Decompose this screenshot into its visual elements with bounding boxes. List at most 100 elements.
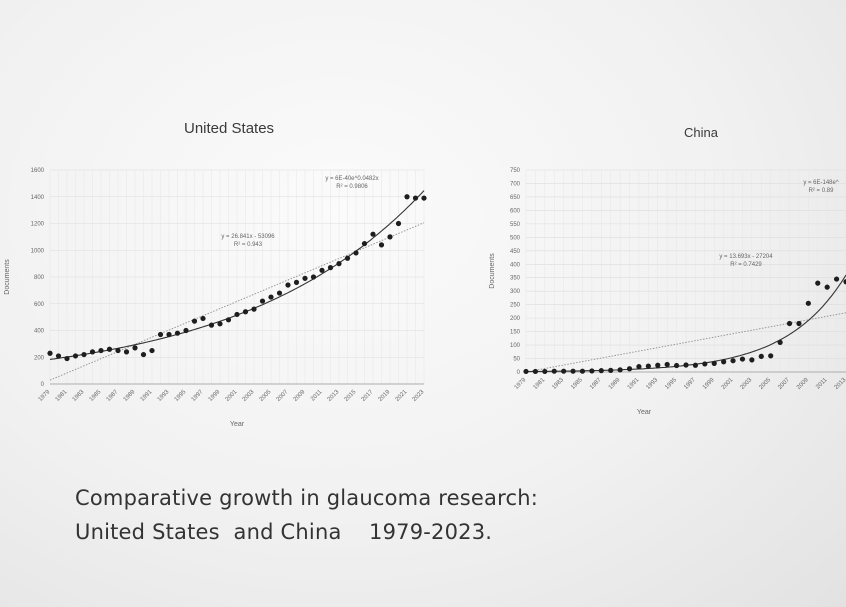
data-point	[730, 358, 736, 364]
y-tick-label: 400	[510, 262, 521, 268]
data-point	[319, 267, 325, 273]
y-tick-label: 600	[34, 302, 45, 308]
y-tick-label: 700	[510, 181, 521, 187]
data-point	[815, 280, 821, 286]
data-point	[636, 364, 642, 370]
data-point	[673, 362, 680, 369]
trendline-equation: y = 6E-148e^	[803, 180, 839, 186]
y-tick-label: 400	[34, 329, 45, 335]
y-tick-label: 1400	[31, 195, 45, 201]
x-tick-label: 2009	[796, 377, 810, 391]
y-tick-label: 150	[510, 330, 521, 336]
data-point	[327, 265, 334, 271]
trendline-equation: y = 6E-40e^0.0482x	[325, 176, 378, 182]
data-point	[200, 315, 206, 322]
data-point	[833, 276, 840, 282]
x-tick-label: 1981	[55, 389, 69, 403]
data-point	[739, 356, 746, 362]
data-point	[361, 240, 368, 247]
data-point	[336, 261, 342, 267]
y-tick-label: 350	[510, 276, 521, 282]
data-point	[421, 195, 427, 201]
x-tick-label: 1983	[72, 389, 86, 403]
data-point	[777, 339, 783, 345]
data-point	[768, 353, 774, 359]
x-tick-label: 2009	[293, 389, 307, 403]
x-tick-label: 1993	[645, 377, 659, 391]
data-point	[532, 368, 539, 375]
us-chart-title: United States	[184, 120, 275, 137]
data-point	[225, 317, 232, 323]
y-tick-label: 1000	[31, 248, 45, 254]
data-point	[132, 345, 138, 351]
data-point	[378, 242, 385, 248]
data-point	[55, 353, 62, 359]
data-point	[140, 351, 147, 358]
china-chart-title: China	[684, 125, 718, 140]
data-point	[589, 368, 595, 374]
x-tick-label: 1995	[174, 389, 188, 403]
y-axis-label: Documents	[4, 259, 11, 295]
x-tick-label: 1987	[589, 377, 603, 391]
x-tick-label: 2003	[242, 389, 256, 403]
y-tick-label: 450	[510, 249, 521, 255]
x-tick-label: 2017	[361, 389, 375, 403]
data-point	[805, 300, 811, 306]
x-tick-label: 1999	[208, 389, 222, 403]
data-point	[276, 290, 283, 296]
x-tick-label: 1997	[191, 389, 205, 403]
trendline-r2: R² = 0.7429	[730, 262, 762, 268]
x-tick-label: 2013	[327, 389, 341, 403]
y-tick-label: 200	[510, 316, 521, 322]
data-point	[749, 357, 755, 363]
y-tick-label: 200	[34, 355, 45, 361]
y-tick-label: 600	[510, 208, 521, 214]
x-tick-label: 1999	[702, 377, 716, 391]
data-point	[47, 350, 53, 356]
data-point	[843, 279, 846, 285]
data-point	[234, 311, 240, 318]
x-tick-label: 2011	[815, 377, 829, 391]
trendline-equation: y = 13.693x - 27204	[719, 254, 773, 260]
data-point	[758, 353, 764, 359]
data-point	[174, 330, 181, 336]
data-point	[598, 368, 604, 374]
data-point	[344, 255, 351, 261]
data-point	[664, 361, 670, 368]
x-tick-label: 1979	[514, 377, 528, 391]
china-chart: 0 50 100 150 200 250 300 350 400 450 500 550 600 650 7…	[489, 168, 846, 416]
y-tick-label: 0	[517, 370, 521, 376]
data-point	[387, 234, 393, 240]
data-point	[251, 306, 257, 312]
y-tick-label: 750	[510, 168, 521, 174]
data-point	[412, 195, 419, 201]
data-point	[310, 274, 317, 280]
x-tick-label: 2005	[259, 389, 273, 403]
y-tick-label: 500	[510, 235, 521, 241]
data-point	[123, 349, 130, 355]
x-tick-label: 2023	[412, 389, 426, 403]
data-point	[81, 351, 87, 358]
linear-trendline	[525, 312, 846, 373]
x-tick-label: 2001	[721, 377, 735, 391]
x-tick-label: 1983	[551, 377, 565, 391]
x-tick-label: 2019	[378, 389, 392, 403]
x-tick-label: 2013	[834, 377, 846, 391]
y-tick-label: 1200	[31, 222, 45, 228]
x-tick-label: 1995	[664, 377, 678, 391]
data-point	[268, 294, 274, 300]
x-tick-label: 2003	[740, 377, 754, 391]
x-tick-label: 2005	[758, 377, 772, 391]
data-point	[191, 318, 198, 324]
data-point	[626, 366, 633, 372]
trendline-equation: y = 26.841x - 53096	[221, 234, 275, 240]
data-point	[72, 353, 79, 359]
data-point	[711, 360, 717, 366]
caption-line-2: United States and China 1979-2023.	[75, 520, 493, 544]
y-tick-label: 100	[510, 343, 521, 349]
x-tick-label: 1993	[157, 389, 171, 403]
data-point	[157, 331, 164, 338]
x-axis-label: Year	[230, 421, 245, 428]
y-tick-label: 800	[34, 275, 45, 281]
data-point	[208, 322, 215, 328]
